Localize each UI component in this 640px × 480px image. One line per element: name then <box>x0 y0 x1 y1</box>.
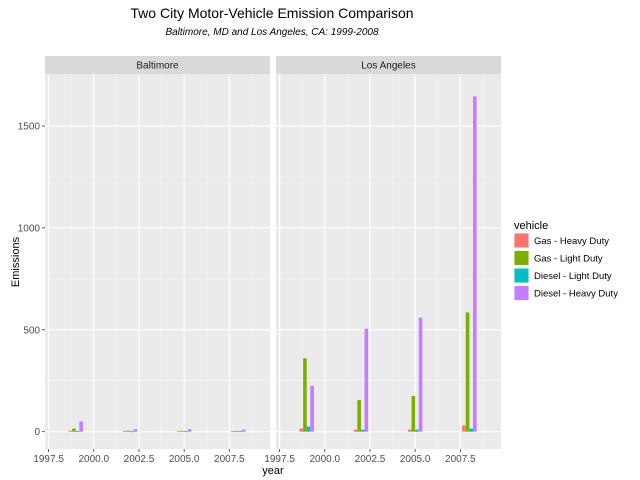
bar-los-angeles-2002-s2 <box>360 429 365 432</box>
x-tick-label: 2005.0 <box>169 454 200 465</box>
x-tick-label: 2007.5 <box>214 454 245 465</box>
bar-los-angeles-2005-s1 <box>411 396 416 432</box>
legend-key-swatch <box>514 286 529 300</box>
bar-los-angeles-1999-s0 <box>299 428 304 432</box>
chart-title: Two City Motor-Vehicle Emission Comparis… <box>130 5 413 21</box>
bar-baltimore-2008-s2 <box>238 431 242 433</box>
y-axis-title: Emissions <box>10 236 22 287</box>
legend-entry-label: Diesel - Light Duty <box>534 271 612 282</box>
bar-los-angeles-2002-s1 <box>357 400 361 432</box>
bar-baltimore-2002-s2 <box>129 431 134 433</box>
bar-baltimore-2002-s0 <box>122 430 127 432</box>
bar-los-angeles-2005-s0 <box>407 429 412 432</box>
x-tick-label: 2002.5 <box>124 454 155 465</box>
bar-los-angeles-2005-s3 <box>418 317 423 432</box>
bar-los-angeles-2002-s0 <box>353 429 358 432</box>
bar-los-angeles-2008-s1 <box>465 312 470 432</box>
legend-title: vehicle <box>514 220 548 232</box>
bar-baltimore-2008-s0 <box>231 431 235 432</box>
bar-los-angeles-2005-s2 <box>415 429 419 432</box>
bar-baltimore-2002-s1 <box>126 430 130 432</box>
plot-layer: Baltimore 1997.5 2000.0 2002.5 2005.0 2007.5 L… <box>18 56 618 465</box>
bar-los-angeles-2008-s2 <box>469 428 473 432</box>
bar-baltimore-2005-s2 <box>184 431 188 433</box>
x-tick-label: 1997.5 <box>33 454 64 465</box>
chart-subtitle: Baltimore, MD and Los Angeles, CA: 1999-… <box>165 27 379 38</box>
y-tick-label: 1500 <box>18 121 41 132</box>
x-tick-label: 1997.5 <box>264 454 295 465</box>
legend-key-swatch <box>514 251 529 265</box>
bar-baltimore-2008-s3 <box>241 429 246 432</box>
bar-baltimore-1999-s0 <box>68 430 73 432</box>
bar-los-angeles-2008-s0 <box>462 425 466 432</box>
legend-key-swatch <box>514 268 529 283</box>
facet-label-los-angeles: Los Angeles <box>361 61 416 72</box>
facet-strip-los-angeles <box>276 56 501 74</box>
legend-entry-label: Gas - Light Duty <box>534 254 603 265</box>
legend-entry-label: Gas - Heavy Duty <box>534 236 609 247</box>
x-tick-label: 2000.0 <box>309 454 340 465</box>
bar-los-angeles-1999-s1 <box>303 358 307 432</box>
facet-label-baltimore: Baltimore <box>136 61 179 72</box>
bar-baltimore-1999-s1 <box>72 428 76 432</box>
legend-key-swatch <box>514 233 529 248</box>
bar-los-angeles-1999-s2 <box>306 426 311 432</box>
bar-baltimore-2005-s3 <box>187 429 192 432</box>
bar-baltimore-2005-s1 <box>180 430 185 432</box>
bar-los-angeles-1999-s3 <box>310 385 314 432</box>
bar-baltimore-1999-s3 <box>79 421 83 432</box>
x-tick-label: 2002.5 <box>355 454 386 465</box>
x-tick-label: 2007.5 <box>445 454 476 465</box>
x-axis-title: year <box>262 465 284 477</box>
y-tick-label: 0 <box>34 427 40 438</box>
panel-background-baltimore <box>45 74 270 449</box>
bar-baltimore-2002-s3 <box>133 429 138 432</box>
bar-los-angeles-2008-s3 <box>472 96 477 432</box>
bar-baltimore-1999-s2 <box>75 431 80 432</box>
x-tick-label: 2005.0 <box>400 454 431 465</box>
facet-strip-baltimore <box>45 56 270 74</box>
x-tick-label: 2000.0 <box>78 454 109 465</box>
y-tick-label: 500 <box>23 325 40 336</box>
bar-los-angeles-2002-s3 <box>364 328 369 432</box>
bar-baltimore-2005-s0 <box>176 430 181 432</box>
y-tick-label: 1000 <box>18 223 41 234</box>
bar-baltimore-2008-s1 <box>234 430 239 432</box>
legend-entry-label: Diesel - Heavy Duty <box>534 289 618 300</box>
